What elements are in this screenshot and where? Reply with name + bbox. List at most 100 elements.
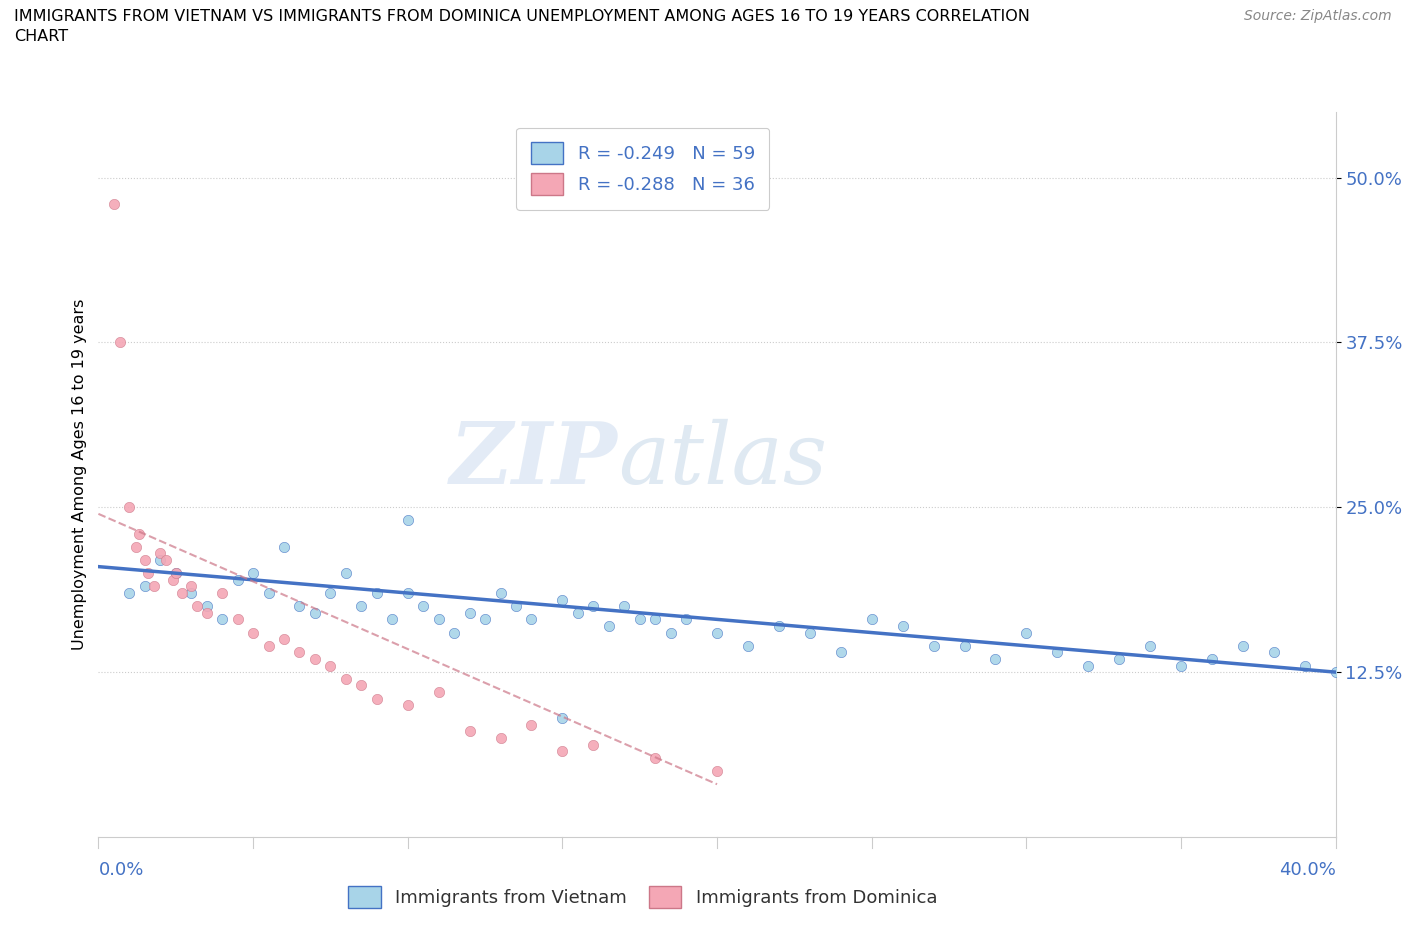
- Point: [366, 691, 388, 706]
- Point: [1294, 658, 1316, 673]
- Point: [1046, 644, 1069, 659]
- Point: [644, 751, 666, 765]
- Point: [118, 586, 141, 601]
- Point: [582, 599, 605, 614]
- Point: [350, 678, 373, 693]
- Point: [551, 711, 574, 725]
- Point: [489, 731, 512, 746]
- Legend: Immigrants from Vietnam, Immigrants from Dominica: Immigrants from Vietnam, Immigrants from…: [342, 879, 945, 915]
- Point: [1232, 638, 1254, 653]
- Point: [737, 638, 759, 653]
- Point: [149, 552, 172, 567]
- Point: [830, 644, 852, 659]
- Point: [551, 592, 574, 607]
- Point: [489, 586, 512, 601]
- Point: [1139, 638, 1161, 653]
- Point: [628, 612, 651, 627]
- Point: [396, 586, 419, 601]
- Point: [335, 565, 357, 580]
- Point: [891, 618, 914, 633]
- Point: [304, 605, 326, 620]
- Point: [211, 612, 233, 627]
- Point: [170, 586, 193, 601]
- Point: [335, 671, 357, 686]
- Point: [427, 684, 450, 699]
- Point: [768, 618, 790, 633]
- Point: [180, 586, 202, 601]
- Point: [108, 335, 131, 350]
- Point: [582, 737, 605, 752]
- Point: [458, 724, 481, 739]
- Point: [860, 612, 883, 627]
- Point: [1324, 665, 1347, 680]
- Point: [242, 565, 264, 580]
- Point: [984, 652, 1007, 667]
- Point: [567, 605, 589, 620]
- Y-axis label: Unemployment Among Ages 16 to 19 years: Unemployment Among Ages 16 to 19 years: [72, 299, 87, 650]
- Point: [288, 599, 311, 614]
- Point: [381, 612, 404, 627]
- Point: [186, 599, 208, 614]
- Point: [613, 599, 636, 614]
- Point: [165, 565, 187, 580]
- Point: [396, 698, 419, 712]
- Point: [922, 638, 945, 653]
- Point: [162, 572, 184, 587]
- Text: ZIP: ZIP: [450, 418, 619, 501]
- Point: [443, 625, 465, 640]
- Text: Source: ZipAtlas.com: Source: ZipAtlas.com: [1244, 9, 1392, 23]
- Point: [706, 625, 728, 640]
- Point: [520, 717, 543, 732]
- Point: [953, 638, 976, 653]
- Point: [195, 599, 218, 614]
- Point: [165, 565, 187, 580]
- Point: [1077, 658, 1099, 673]
- Point: [180, 579, 202, 594]
- Text: IMMIGRANTS FROM VIETNAM VS IMMIGRANTS FROM DOMINICA UNEMPLOYMENT AMONG AGES 16 T: IMMIGRANTS FROM VIETNAM VS IMMIGRANTS FR…: [14, 9, 1031, 44]
- Point: [273, 631, 295, 646]
- Point: [412, 599, 434, 614]
- Point: [1201, 652, 1223, 667]
- Point: [350, 599, 373, 614]
- Point: [195, 605, 218, 620]
- Point: [458, 605, 481, 620]
- Point: [319, 586, 342, 601]
- Point: [319, 658, 342, 673]
- Point: [1263, 644, 1285, 659]
- Point: [143, 579, 166, 594]
- Point: [128, 526, 150, 541]
- Point: [134, 579, 156, 594]
- Point: [273, 539, 295, 554]
- Point: [505, 599, 527, 614]
- Point: [706, 764, 728, 778]
- Text: 40.0%: 40.0%: [1279, 861, 1336, 879]
- Point: [659, 625, 682, 640]
- Point: [257, 586, 280, 601]
- Point: [1015, 625, 1038, 640]
- Point: [520, 612, 543, 627]
- Point: [304, 652, 326, 667]
- Point: [288, 644, 311, 659]
- Point: [396, 513, 419, 528]
- Point: [1170, 658, 1192, 673]
- Point: [598, 618, 620, 633]
- Point: [134, 552, 156, 567]
- Point: [644, 612, 666, 627]
- Point: [124, 539, 146, 554]
- Point: [136, 565, 159, 580]
- Point: [474, 612, 496, 627]
- Point: [118, 499, 141, 514]
- Point: [427, 612, 450, 627]
- Point: [242, 625, 264, 640]
- Text: atlas: atlas: [619, 418, 827, 501]
- Point: [675, 612, 697, 627]
- Point: [257, 638, 280, 653]
- Point: [366, 586, 388, 601]
- Point: [551, 744, 574, 759]
- Point: [103, 196, 125, 211]
- Text: 0.0%: 0.0%: [98, 861, 143, 879]
- Point: [149, 546, 172, 561]
- Point: [211, 586, 233, 601]
- Point: [226, 612, 249, 627]
- Point: [799, 625, 821, 640]
